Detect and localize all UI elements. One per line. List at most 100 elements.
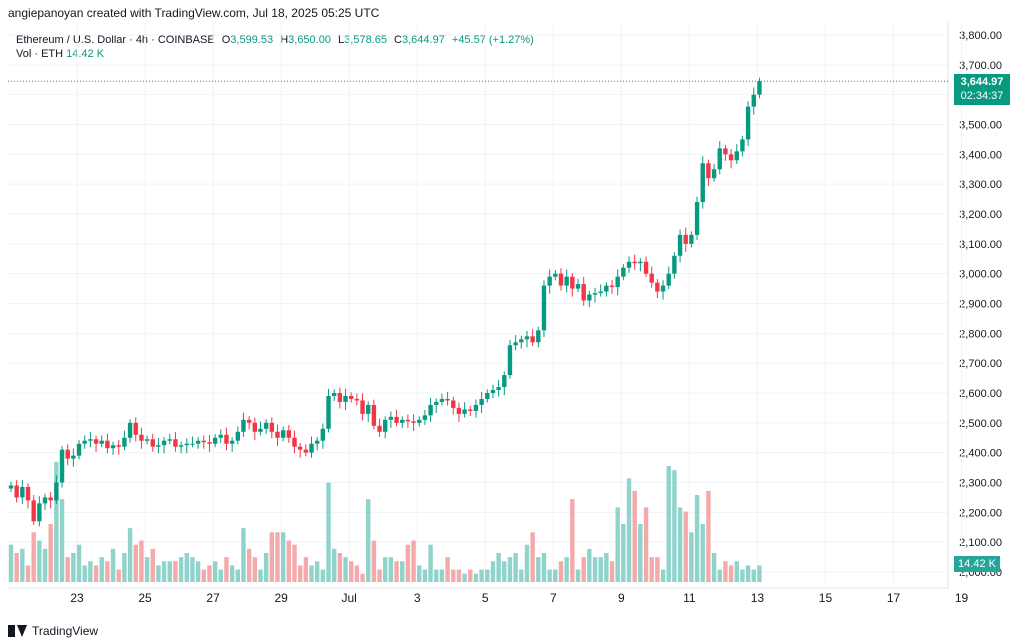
candle-body	[479, 398, 484, 405]
volume-bar	[127, 528, 133, 582]
volume-bar	[326, 482, 331, 582]
candle-body	[558, 273, 564, 286]
candle-body	[241, 419, 246, 432]
volume-bar	[751, 569, 756, 582]
candle-body	[745, 106, 751, 140]
candle-body	[694, 202, 700, 235]
y-tick-label: 2,700.00	[959, 358, 1002, 370]
candle-body	[490, 390, 496, 393]
candle-body	[740, 139, 745, 152]
volume-bar	[677, 507, 683, 582]
volume-bar	[167, 561, 172, 582]
x-tick-label: 5	[482, 591, 489, 605]
candle-body	[93, 439, 99, 444]
candle-body	[615, 276, 620, 288]
volume-bar	[173, 561, 178, 582]
x-tick-label: 17	[887, 591, 901, 605]
volume-bar	[621, 524, 626, 582]
symbol-title[interactable]: Ethereum / U.S. Dollar · 4h · COINBASE	[16, 34, 215, 46]
volume-bar	[292, 544, 297, 582]
volume-bar	[25, 565, 31, 582]
volume-bar	[275, 532, 280, 582]
low-label: L	[338, 34, 345, 46]
candle-body	[8, 485, 14, 489]
volume-bar	[229, 565, 235, 582]
volume-bar	[672, 470, 677, 582]
candle-body	[229, 440, 235, 444]
volume-bar	[54, 461, 59, 582]
volume-bar	[564, 557, 569, 582]
volume-bar	[303, 557, 309, 582]
candle-body	[144, 439, 150, 441]
candle-body	[643, 261, 649, 274]
y-tick-label: 3,800.00	[959, 30, 1002, 42]
volume-bar	[473, 573, 479, 582]
volume-bar	[286, 540, 292, 582]
y-tick-label: 2,600.00	[959, 388, 1002, 400]
volume-bar	[609, 561, 615, 582]
candle-body	[456, 407, 462, 414]
volume-bar	[93, 565, 99, 582]
candle-body	[156, 445, 161, 447]
footer-brand-name: TradingView	[32, 624, 99, 638]
y-tick-label: 3,700.00	[959, 60, 1002, 72]
volume-bar	[462, 573, 467, 582]
volume-bar	[144, 557, 150, 582]
volume-bar	[524, 544, 530, 582]
candle-body	[371, 404, 377, 426]
y-tick-label: 3,100.00	[959, 239, 1002, 251]
volume-bar	[734, 561, 739, 582]
volume-bar	[632, 490, 637, 582]
candle-body	[536, 330, 541, 343]
y-tick-label: 2,400.00	[959, 448, 1002, 460]
candle-body	[127, 422, 133, 438]
x-tick-label: 9	[618, 591, 625, 605]
volume-bar	[587, 548, 592, 582]
volume-bar	[683, 511, 688, 582]
candle-body	[388, 416, 394, 420]
change-value: +45.57 (+1.27%)	[451, 34, 534, 46]
volume-bar	[161, 561, 167, 582]
volume-bar	[184, 553, 189, 582]
volume-bar	[468, 569, 473, 582]
volume-bar	[337, 553, 343, 582]
volume-bar	[133, 544, 138, 582]
y-tick-label: 2,300.00	[959, 478, 1002, 490]
volume-bar	[513, 553, 518, 582]
volume-bar	[456, 569, 462, 582]
volume-bar	[178, 557, 184, 582]
candle-body	[649, 273, 654, 283]
candle-body	[42, 497, 48, 504]
volume-bar	[388, 557, 394, 582]
volume-bar	[252, 557, 258, 582]
x-tick-label: 23	[70, 591, 84, 605]
volume-bar	[212, 561, 218, 582]
volume-bar	[14, 553, 19, 582]
candle-body	[405, 419, 411, 422]
candle-body	[530, 336, 535, 343]
candle-body	[411, 421, 416, 423]
volume-bar	[502, 561, 507, 582]
footer-brand[interactable]: TradingView	[8, 624, 98, 638]
candle-body	[575, 284, 581, 289]
volume-bar	[745, 565, 751, 582]
volume-bar	[553, 569, 558, 582]
volume-legend[interactable]: Vol · ETH 14.42 K	[16, 48, 104, 60]
last-volume-badge: 14.42 K	[954, 556, 1000, 572]
volume-bar	[76, 544, 82, 582]
candle-body	[105, 440, 110, 449]
last-price-badge: 3,644.97 02:34:37	[954, 74, 1010, 105]
last-price-value: 3,644.97	[960, 76, 1004, 88]
candle-body	[82, 440, 87, 444]
candle-body	[564, 276, 569, 286]
y-tick-label: 3,300.00	[959, 179, 1002, 191]
candle-body	[25, 486, 31, 501]
candle-body	[581, 284, 586, 301]
x-tick-label: 19	[955, 591, 969, 605]
volume-bar	[530, 532, 535, 582]
y-tick-label: 2,100.00	[959, 537, 1002, 549]
candle-body	[349, 395, 354, 399]
candle-body	[14, 485, 19, 498]
y-tick-label: 2,900.00	[959, 299, 1002, 311]
